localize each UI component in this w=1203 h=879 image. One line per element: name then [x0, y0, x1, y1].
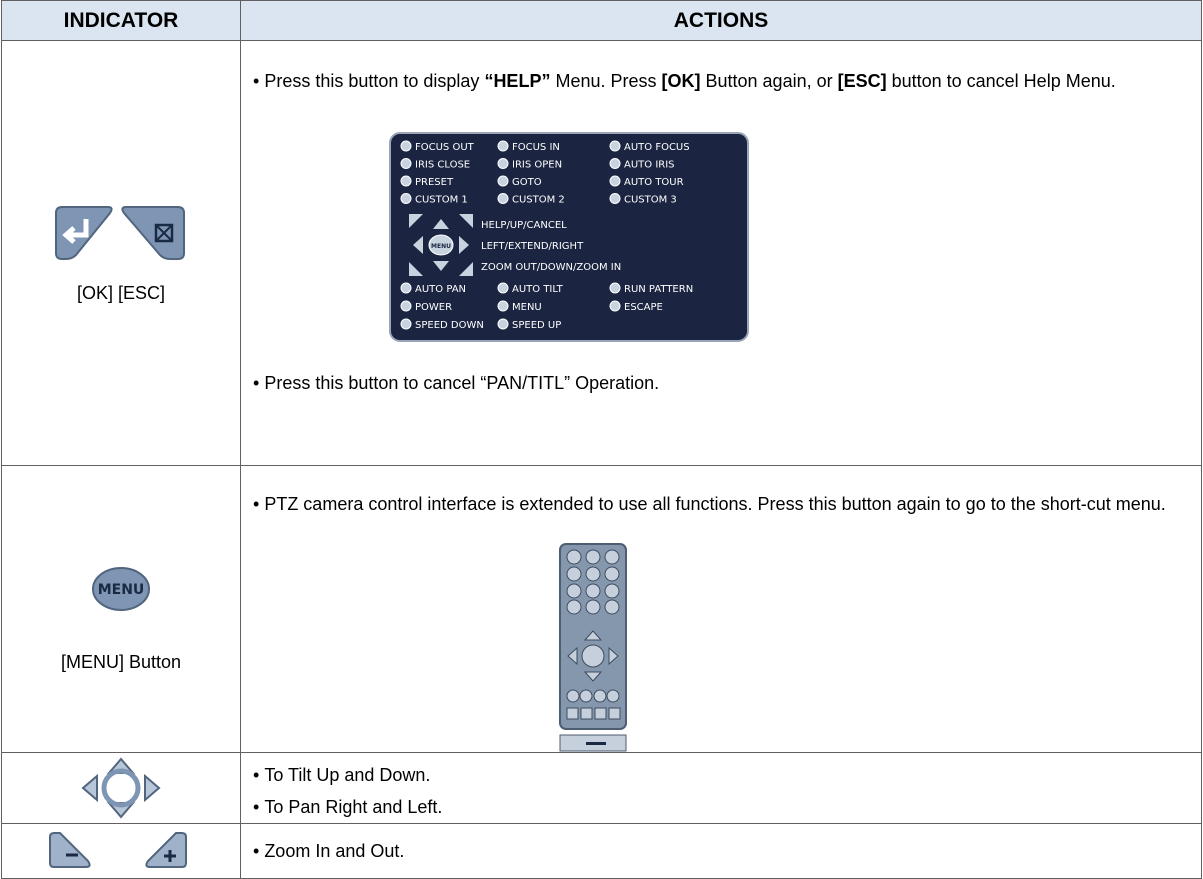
menu-item-label: CUSTOM 2 [512, 195, 565, 206]
action-item: Press this button to display “HELP” Menu… [253, 62, 1187, 101]
menu-icon: MENU [92, 566, 150, 611]
menu-item-label: CUSTOM 3 [624, 195, 677, 206]
menu-item-label: SPEED UP [512, 320, 561, 331]
action-list: Zoom In and Out. [253, 835, 1187, 867]
menu-item-label: PRESET [415, 177, 454, 188]
action-text: To Pan Right and Left. [264, 797, 443, 817]
menu-item-label: AUTO TOUR [624, 177, 684, 188]
menu-item-label: AUTO PAN [415, 284, 466, 295]
indicator-label: [MENU] Button [60, 651, 182, 672]
indicator-cell [1, 752, 241, 824]
menu-icon-label: MENU [98, 582, 145, 598]
action-text: [OK] [661, 71, 701, 91]
header-cell: INDICATOR [1, 0, 241, 41]
action-text: Button again, or [700, 71, 838, 91]
menu-item-icon [497, 318, 509, 330]
menu-item-label: FOCUS IN [512, 142, 560, 153]
indicator-cell [1, 823, 241, 879]
menu-item-icon [400, 158, 412, 169]
menu-item-icon [609, 300, 621, 312]
action-list: To Tilt Up and Down. To Pan Right and Lef… [253, 753, 1187, 823]
indicator-cell: MENU [MENU] Button [1, 465, 241, 753]
menu-item-icon [400, 300, 412, 312]
help-menu-image: FOCUS OUT FOCUS IN AUTO FOCUS IRIS CLOSE IRI… [389, 132, 749, 342]
indicator-label: [OK] [ESC] [76, 282, 166, 303]
dpad-label: HELP/UP/CANCEL [481, 220, 567, 231]
menu-item-icon [609, 282, 621, 294]
indicator-cell: [OK] [ESC] [1, 40, 241, 466]
action-text: Menu. Press [550, 71, 662, 91]
menu-item-icon [497, 158, 509, 169]
menu-item-icon [497, 193, 509, 204]
action-item: PTZ camera control interface is extended… [253, 485, 1187, 523]
menu-item-label: FOCUS OUT [415, 142, 475, 153]
action-text: Zoom In and Out. [264, 841, 405, 861]
dpad-label: LEFT/EXTEND/RIGHT [481, 241, 584, 252]
menu-item-label: IRIS OPEN [512, 160, 562, 171]
menu-item-icon [497, 282, 509, 294]
row: Zoom In and Out. [1, 823, 1202, 879]
action-list: PTZ camera control interface is extended… [253, 466, 1187, 523]
remote-image [559, 543, 627, 752]
menu-item-label: SPEED DOWN [415, 320, 484, 331]
menu-item-icon [609, 158, 621, 169]
menu-item-label: AUTO IRIS [624, 160, 675, 171]
ok-esc-icons [55, 205, 185, 260]
menu-item-icon [609, 140, 621, 152]
menu-item-label: RUN PATTERN [624, 284, 693, 295]
row: MENU [MENU] Button PTZ camera control in… [1, 465, 1202, 753]
action-list: Press this button to display “HELP” Menu… [253, 41, 1187, 101]
actions-cell: To Tilt Up and Down. To Pan Right and Lef… [240, 752, 1202, 824]
menu-item-icon [497, 175, 509, 187]
dpad-icon [81, 757, 161, 819]
header-row: INDICATOR ACTIONS [1, 0, 1202, 41]
action-text: “HELP” [484, 71, 551, 91]
dpad-corner [409, 214, 473, 276]
action-text: PTZ camera control interface is extended… [264, 494, 1166, 514]
row: To Tilt Up and Down. To Pan Right and Lef… [1, 752, 1202, 824]
menu-item-label: GOTO [512, 177, 542, 188]
menu-item-label: IRIS CLOSE [415, 160, 470, 171]
header-cell: ACTIONS [240, 0, 1202, 41]
menu-item-label: AUTO TILT [512, 284, 564, 295]
actions-cell: Zoom In and Out. [240, 823, 1202, 879]
menu-item-icon [400, 193, 412, 204]
action-text: Press this button to cancel “PAN/TITL” O… [264, 373, 660, 393]
menu-item-icon [400, 318, 412, 330]
menu-item-label: AUTO FOCUS [624, 142, 690, 153]
menu-item-icon [609, 193, 621, 204]
action-list: Press this button to cancel “PAN/TITL” O… [253, 363, 1187, 403]
menu-item-icon [497, 300, 509, 312]
menu-item-label: ESCAPE [624, 302, 663, 313]
action-text: button to cancel Help Menu. [886, 71, 1116, 91]
menu-item-icon [400, 140, 412, 152]
action-text: Press this button to display [264, 71, 485, 91]
actions-cell: Press this button to display “HELP” Menu… [240, 40, 1202, 466]
action-item: Zoom In and Out. [253, 835, 1187, 867]
action-item: Press this button to cancel “PAN/TITL” O… [253, 363, 1187, 403]
menu-item-label: MENU [512, 302, 542, 313]
zoom-icons [49, 832, 187, 868]
menu-item-icon [400, 175, 412, 187]
actions-cell: PTZ camera control interface is extended… [240, 465, 1202, 753]
dpad-center [428, 234, 454, 256]
menu-item-icon [609, 175, 621, 187]
action-item: To Tilt Up and Down. [253, 759, 1187, 791]
menu-frame [389, 132, 749, 342]
menu-item-label: CUSTOM 1 [415, 195, 468, 206]
row: [OK] [ESC] Press this button to display … [1, 40, 1202, 466]
dpad-label: ZOOM OUT/DOWN/ZOOM IN [481, 262, 621, 273]
menu-item-icon [497, 140, 509, 152]
menu-item-icon [400, 282, 412, 294]
action-item: To Pan Right and Left. [253, 791, 1187, 823]
menu-item-label: POWER [415, 302, 452, 313]
dpad-center-label: MENU [431, 243, 451, 250]
action-text: To Tilt Up and Down. [264, 765, 431, 785]
action-text: [ESC] [837, 71, 887, 91]
